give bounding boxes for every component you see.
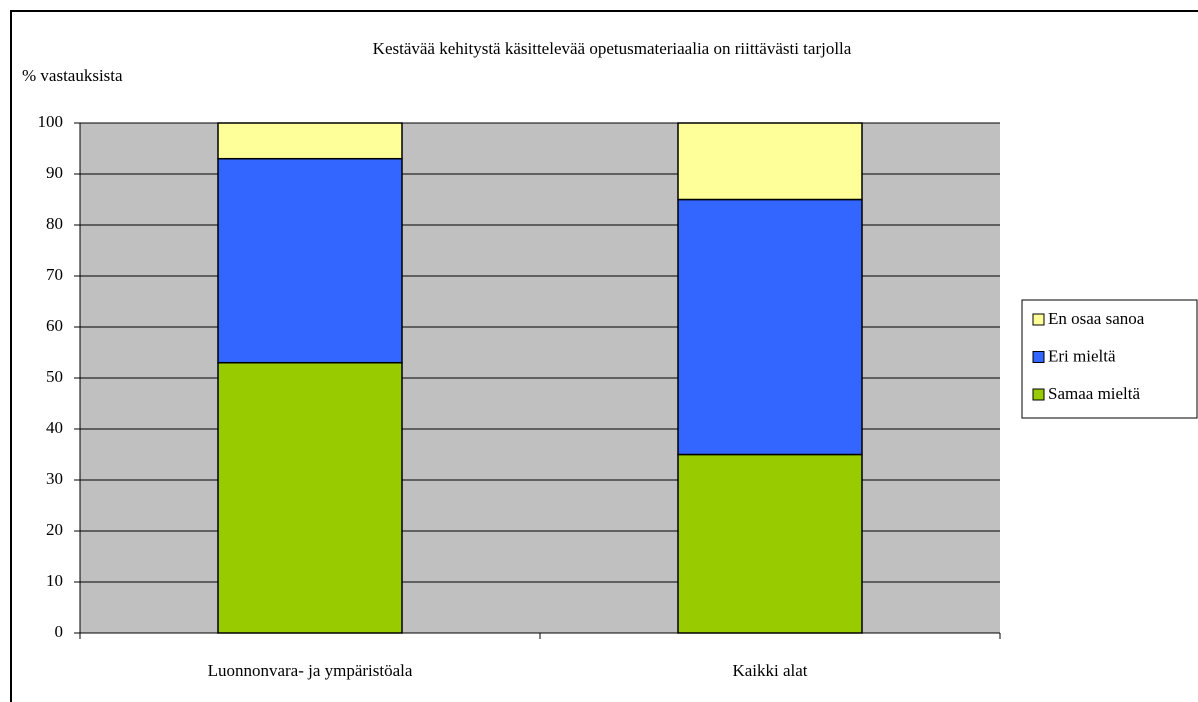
legend-label: Samaa mieltä — [1048, 384, 1141, 403]
y-tick-label: 20 — [46, 520, 63, 539]
y-tick-label: 70 — [46, 265, 63, 284]
y-tick-label: 10 — [46, 571, 63, 590]
legend-box — [1021, 299, 1198, 419]
y-tick-label: 30 — [46, 469, 63, 488]
y-axis-label: % vastauksista — [22, 66, 123, 85]
legend-swatch — [1032, 351, 1045, 363]
bar-segment — [217, 361, 403, 634]
bar-segment — [217, 157, 403, 364]
bar-segment — [677, 122, 863, 201]
y-tick-label: 100 — [38, 112, 64, 131]
bar-segment — [217, 122, 403, 160]
y-tick-label: 80 — [46, 214, 63, 233]
legend-swatch — [1032, 313, 1045, 326]
bar-segment — [677, 453, 863, 634]
y-tick-label: 50 — [46, 367, 63, 386]
legend-label: En osaa sanoa — [1048, 309, 1145, 328]
y-tick-label: 40 — [46, 418, 63, 437]
y-tick-label: 0 — [55, 622, 64, 641]
x-tick-label: Luonnonvara- ja ympäristöala — [208, 661, 413, 680]
chart-title: Kestävää kehitystä käsittelevää opetusma… — [373, 39, 852, 58]
y-tick-label: 60 — [46, 316, 63, 335]
x-tick-label: Kaikki alat — [732, 661, 807, 680]
legend-label: Eri mieltä — [1048, 346, 1116, 365]
y-tick-label: 90 — [46, 163, 63, 182]
legend-swatch — [1032, 388, 1045, 401]
bar-segment — [677, 198, 863, 456]
